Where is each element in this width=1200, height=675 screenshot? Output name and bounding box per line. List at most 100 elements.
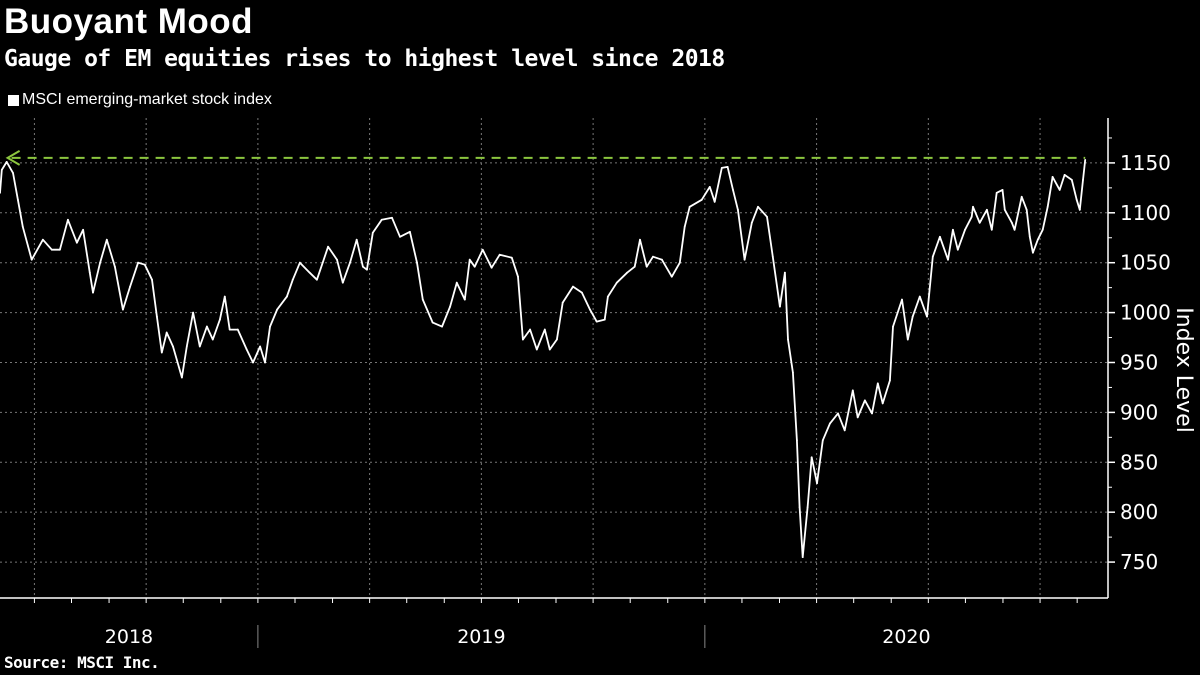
y-tick-label: 900 [1120,400,1158,424]
y-tick-label: 850 [1120,450,1158,474]
data-point [720,166,723,169]
data-point [286,295,288,298]
legend-swatch [8,94,19,106]
reference-arrow-icon [5,150,21,166]
y-tick-label: 1000 [1120,301,1171,325]
data-point [16,198,19,201]
data-point [349,261,351,264]
data-point [490,266,493,269]
data-point [947,258,949,261]
data-point [956,248,959,251]
data-point [105,238,108,241]
data-point [732,188,734,191]
data-point [269,325,271,328]
data-point [881,402,884,405]
data-point [556,338,558,341]
data-point [670,275,673,278]
data-point [223,295,226,298]
data-point [771,255,774,258]
data-point [918,295,921,298]
data-point [683,225,686,228]
data-point [259,345,262,348]
x-axis: 2018 2019 2020 [0,597,1108,648]
data-point [713,200,716,203]
data-point [129,285,131,288]
data-point [151,278,153,281]
data-point [517,275,519,278]
data-point [652,255,654,258]
data-point [1075,198,1078,201]
data-point [970,215,973,218]
data-point [228,328,231,331]
data-point [843,429,846,432]
data-point [522,338,524,341]
x-year-label: 2019 [457,626,505,648]
data-point [1013,228,1016,231]
data-point [137,261,140,264]
data-point [315,278,318,281]
data-point [245,348,248,351]
data-point [543,328,546,331]
data-point [779,305,781,308]
data-point [783,271,786,274]
data-point [816,482,818,485]
data-point [796,439,798,442]
data-point [99,261,102,264]
x-year-label: 2020 [882,626,930,648]
data-point [801,556,804,558]
data-point [88,271,91,274]
data-point [581,291,583,294]
data-point [441,325,443,328]
data-point [856,416,859,419]
data-point [561,301,564,304]
y-tick-label: 800 [1120,500,1158,524]
data-point [185,345,188,348]
data-point [1070,178,1073,181]
data-point [122,308,124,311]
data-point [688,205,691,208]
data-point [791,371,794,374]
data-point [851,389,854,392]
data-point [468,258,471,261]
data-point [380,218,383,221]
data-point [535,348,538,351]
data-point [589,308,591,311]
y-tick-label: 750 [1120,550,1158,574]
data-point [926,315,928,318]
chart-title: Buoyant Mood [4,2,254,41]
data-point [455,281,458,284]
data-point [198,345,201,348]
data-point [510,256,513,259]
data-point [603,318,606,321]
data-point [449,305,451,308]
data-point [798,506,801,509]
data-point [391,216,393,219]
data-point [888,379,891,382]
data-point [321,261,324,264]
y-tick-label: 950 [1120,350,1158,374]
data-point [75,241,78,244]
data-point [1078,208,1081,211]
data-point [431,321,434,324]
data-point [160,351,163,354]
data-point [645,265,648,268]
data-point [572,285,574,288]
data-point [211,338,214,341]
data-point [787,338,789,341]
y-axis: 750 800 850 900 950 1000 1050 1100 1150 [1107,118,1171,598]
data-point [42,238,44,241]
data-point [1041,228,1044,231]
data-point [952,228,954,231]
legend-label: MSCI emerging-market stock index [22,91,272,108]
data-point [299,261,301,264]
data-point [595,320,598,323]
data-point [181,376,183,379]
data-point [1051,175,1054,178]
y-tick-label: 1050 [1120,251,1171,275]
data-point [165,331,168,334]
data-point [371,231,374,234]
data-point [1032,251,1034,254]
data-point [1058,188,1061,191]
data-point [252,361,254,364]
